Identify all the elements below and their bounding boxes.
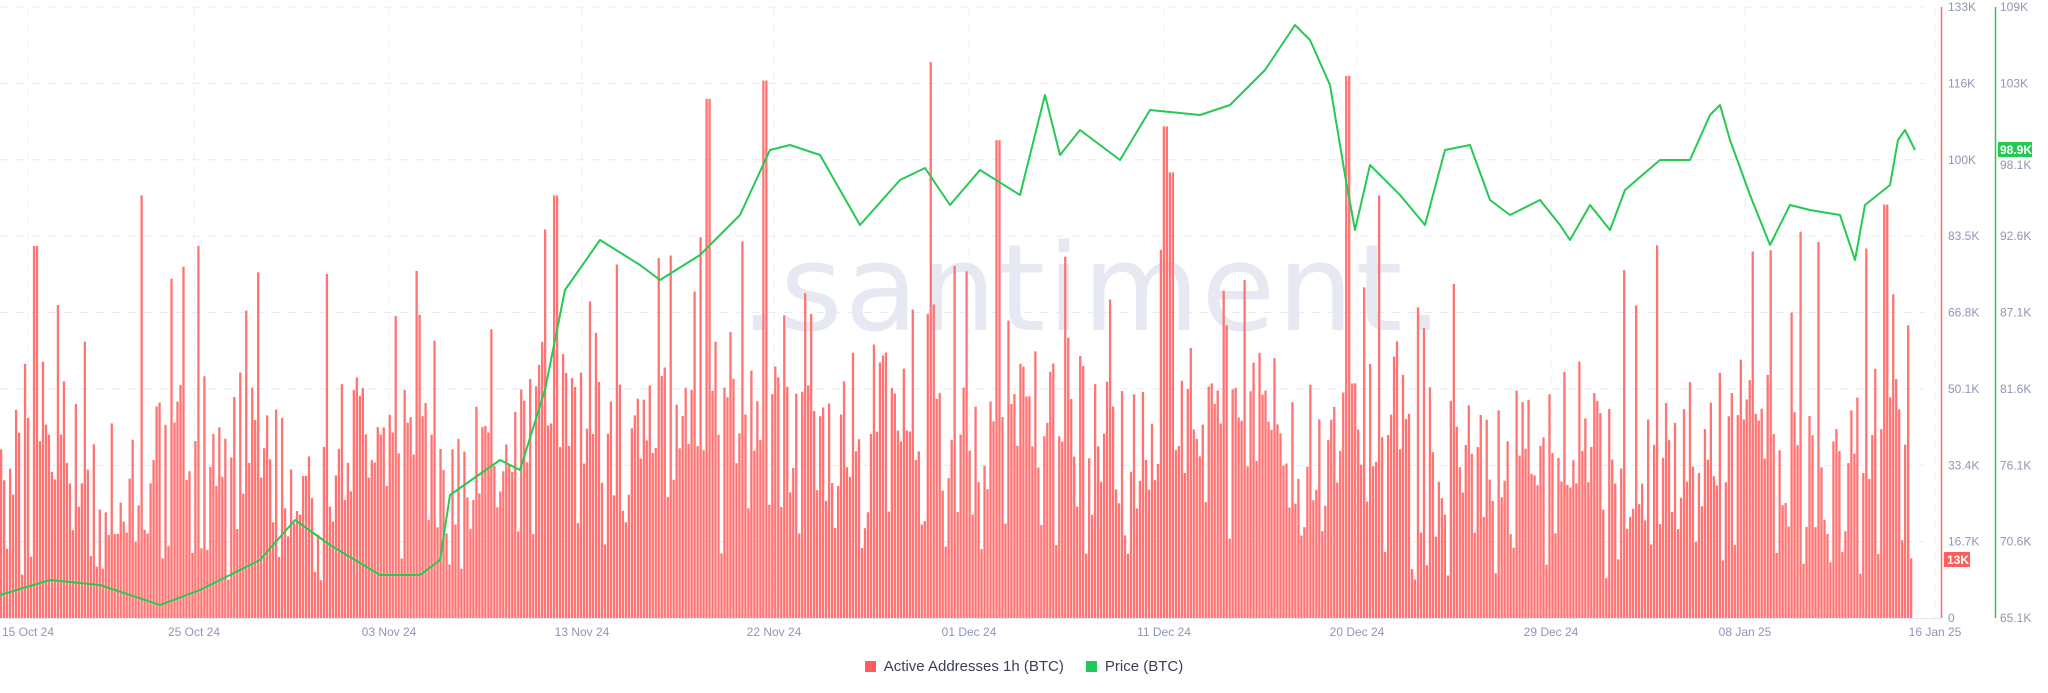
svg-text:98.1K: 98.1K (2000, 158, 2031, 172)
active-addresses-bars[interactable] (0, 62, 1913, 619)
price-last-value-badge: 98.9K (1998, 142, 2032, 157)
svg-text:16.7K: 16.7K (1948, 535, 1979, 549)
svg-text:87.1K: 87.1K (2000, 306, 2031, 320)
svg-text:29 Dec 24: 29 Dec 24 (1524, 625, 1579, 639)
svg-text:81.6K: 81.6K (2000, 382, 2031, 396)
green-square-icon (1085, 661, 1097, 672)
legend: Active Addresses 1h (BTC) Price (BTC) (0, 658, 2048, 675)
red-square-icon (864, 661, 876, 672)
legend-label: Active Addresses 1h (BTC) (883, 658, 1064, 675)
svg-text:83.5K: 83.5K (1948, 229, 1979, 243)
svg-text:0: 0 (1948, 611, 1955, 625)
svg-text:33.4K: 33.4K (1948, 458, 1979, 472)
legend-item-active-addresses[interactable]: Active Addresses 1h (BTC) (864, 658, 1064, 675)
svg-text:11 Dec 24: 11 Dec 24 (1137, 625, 1191, 639)
legend-label: Price (BTC) (1104, 658, 1184, 675)
svg-text:98.9K: 98.9K (2000, 143, 2032, 157)
svg-text:92.6K: 92.6K (2000, 229, 2031, 243)
svg-text:13K: 13K (1947, 553, 1969, 567)
svg-text:15 Oct 24: 15 Oct 24 (2, 625, 54, 639)
svg-text:133K: 133K (1948, 0, 1976, 14)
svg-text:109K: 109K (2000, 0, 2028, 14)
santiment-watermark: .santiment. (740, 220, 1445, 359)
price-axis: 65.1K 70.6K 76.1K 81.6K 87.1K 92.6K 98.1K 103K 1… (2000, 0, 2031, 625)
svg-text:16 Jan 25: 16 Jan 25 (1909, 625, 1962, 639)
svg-text:13 Nov 24: 13 Nov 24 (555, 625, 610, 639)
svg-text:25 Oct 24: 25 Oct 24 (168, 625, 220, 639)
svg-text:100K: 100K (1948, 153, 1976, 167)
svg-text:03 Nov 24: 03 Nov 24 (362, 625, 417, 639)
x-axis: 15 Oct 24 25 Oct 24 03 Nov 24 13 Nov 24 22 N… (2, 625, 1962, 639)
svg-text:22 Nov 24: 22 Nov 24 (747, 625, 802, 639)
svg-text:70.6K: 70.6K (2000, 535, 2031, 549)
svg-text:01 Dec 24: 01 Dec 24 (942, 625, 997, 639)
legend-item-price[interactable]: Price (BTC) (1085, 658, 1184, 675)
svg-text:08 Jan 25: 08 Jan 25 (1719, 625, 1772, 639)
active-addresses-axis: 0 16.7K 33.4K 50.1K 66.8K 83.5K 100K 116K 133K (1948, 0, 1979, 625)
svg-text:103K: 103K (2000, 76, 2028, 90)
svg-text:116K: 116K (1948, 76, 1975, 90)
active-addresses-last-value-badge: 13K (1944, 552, 1970, 567)
svg-text:20 Dec 24: 20 Dec 24 (1330, 625, 1385, 639)
svg-text:50.1K: 50.1K (1948, 382, 1979, 396)
svg-text:66.8K: 66.8K (1948, 306, 1979, 320)
svg-text:76.1K: 76.1K (2000, 458, 2031, 472)
price-line[interactable] (0, 24, 1916, 606)
svg-text:65.1K: 65.1K (2000, 611, 2031, 625)
